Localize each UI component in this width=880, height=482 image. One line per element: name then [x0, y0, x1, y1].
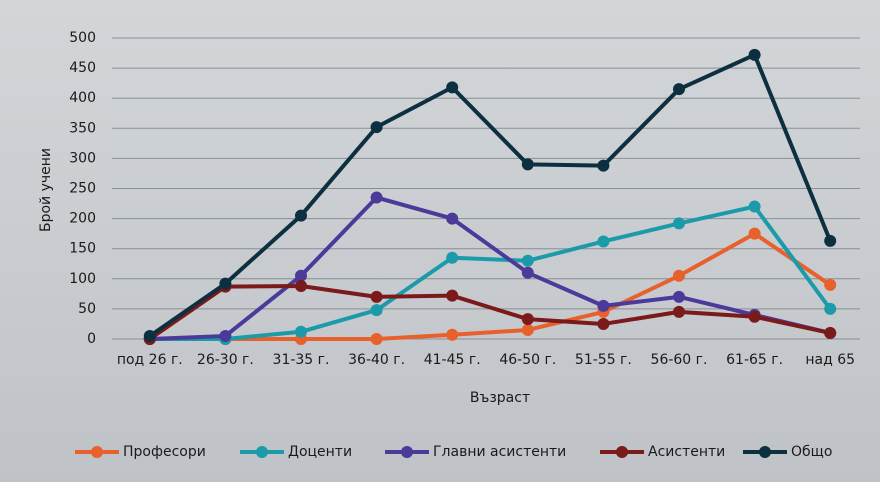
legend-marker [759, 446, 771, 458]
marker [521, 254, 534, 267]
marker [295, 280, 307, 293]
y-tick-label: 450 [69, 60, 96, 76]
marker [219, 329, 232, 342]
marker [824, 302, 837, 315]
marker [521, 313, 534, 326]
marker [748, 200, 761, 213]
y-tick-label: 0 [87, 331, 96, 347]
legend-marker [616, 446, 628, 458]
marker [370, 121, 383, 134]
marker [446, 212, 459, 225]
marker [370, 191, 383, 204]
marker [521, 323, 534, 336]
marker [597, 299, 610, 312]
x-tick-label: 31-35 г. [273, 352, 330, 368]
marker [370, 290, 383, 303]
x-tick-label: 61-65 г. [726, 352, 783, 368]
legend-marker [91, 446, 103, 458]
x-axis-label: Възраст [470, 390, 530, 406]
x-tick-label: под 26 г. [117, 352, 183, 368]
marker [521, 266, 534, 279]
y-tick-label: 50 [78, 301, 96, 317]
marker [143, 329, 156, 342]
marker [370, 333, 383, 345]
y-tick-label: 150 [69, 241, 96, 257]
marker [446, 289, 459, 302]
y-tick-label: 100 [69, 271, 96, 287]
x-tick-label: 26-30 г. [197, 352, 254, 368]
marker [446, 328, 459, 341]
marker [597, 235, 610, 248]
x-tick-label: 46-50 г. [499, 352, 556, 368]
marker [748, 48, 761, 61]
legend-label: Доценти [288, 444, 352, 460]
marker [295, 209, 307, 222]
y-tick-label: 200 [69, 211, 96, 227]
marker [824, 326, 837, 339]
x-tick-label: 51-55 г. [575, 352, 632, 368]
legend-label: Главни асистенти [433, 444, 566, 460]
y-tick-label: 400 [69, 90, 96, 106]
marker [295, 269, 307, 282]
marker [673, 305, 685, 318]
legend-label: Асистенти [648, 444, 725, 460]
y-tick-label: 350 [69, 120, 96, 136]
legend-label: Общо [791, 444, 832, 460]
marker [446, 81, 459, 94]
marker [824, 278, 837, 291]
marker [673, 269, 685, 282]
x-tick-label: 41-45 г. [424, 352, 481, 368]
marker [673, 217, 685, 230]
marker [748, 227, 761, 240]
marker [673, 290, 685, 303]
x-tick-label: 56-60 г. [651, 352, 708, 368]
series-line [149, 204, 832, 341]
series-line [148, 284, 831, 341]
legend-label: Професори [123, 444, 206, 460]
marker [370, 304, 383, 317]
marker [295, 325, 307, 338]
marker [219, 277, 232, 290]
series-line [149, 231, 832, 341]
y-tick-label: 300 [69, 150, 96, 166]
y-axis-label: Брой учени [38, 148, 54, 232]
legend-marker [256, 446, 268, 458]
legend-marker [401, 446, 413, 458]
x-tick-label: 36-40 г. [348, 352, 405, 368]
marker [748, 310, 761, 323]
marker [673, 83, 685, 96]
y-tick-label: 250 [69, 181, 96, 197]
series-line [149, 195, 831, 341]
marker [824, 234, 837, 247]
marker [521, 158, 534, 171]
marker [446, 251, 459, 264]
series-line [148, 52, 833, 338]
x-tick-label: над 65 [805, 352, 855, 368]
y-tick-label: 500 [69, 30, 96, 46]
marker [597, 317, 610, 330]
marker [597, 159, 610, 172]
